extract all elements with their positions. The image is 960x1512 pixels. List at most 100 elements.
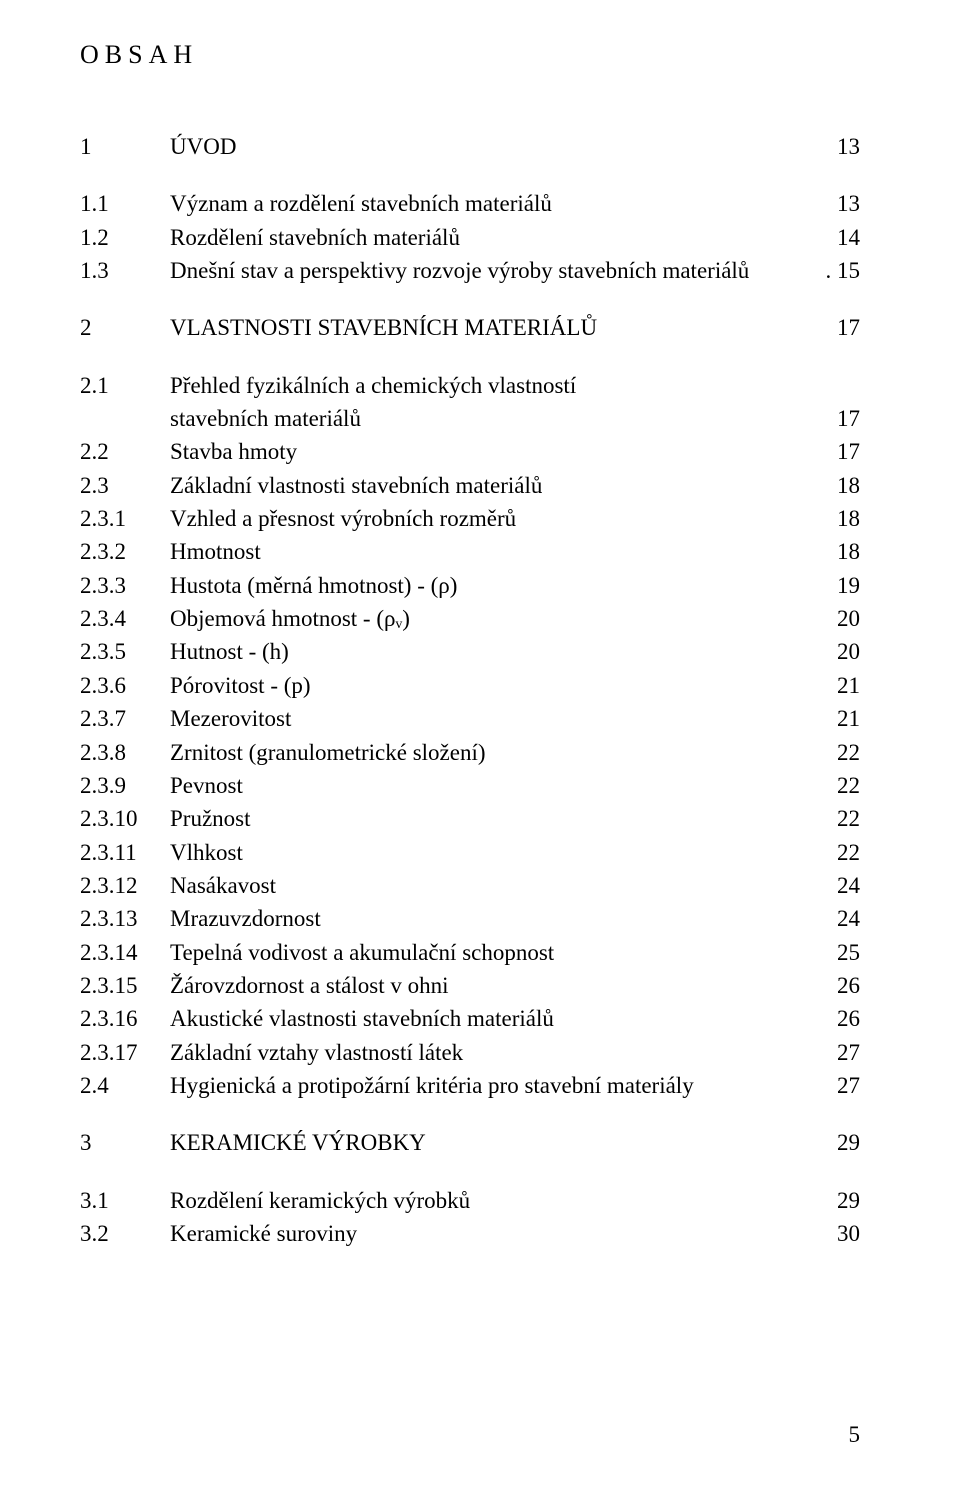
toc-page: 24 xyxy=(837,869,860,902)
toc-number: 3.2 xyxy=(80,1217,170,1250)
toc-text: VLASTNOSTI STAVEBNÍCH MATERIÁLŮ xyxy=(170,311,597,344)
toc-entry: 2.3.15Žárovzdornost a stálost v ohni26 xyxy=(80,969,860,1002)
toc-text: Keramické suroviny xyxy=(170,1217,357,1250)
toc-entry: 2.3.11Vlhkost 22 xyxy=(80,836,860,869)
toc-entry: 2.3.13Mrazuvzdornost24 xyxy=(80,902,860,935)
toc-entry: 2.3.9Pevnost22 xyxy=(80,769,860,802)
toc-text: Objemová hmotnost - (ρᵥ) xyxy=(170,602,410,635)
toc-number: 2.3 xyxy=(80,469,170,502)
toc-entry: 2.3.16Akustické vlastnosti stavebních ma… xyxy=(80,1002,860,1035)
toc-entry: 3.1Rozdělení keramických výrobků29 xyxy=(80,1184,860,1217)
toc-text: Vlhkost xyxy=(170,836,243,869)
toc-page: 21 xyxy=(837,669,860,702)
toc-text: Základní vztahy vlastností látek xyxy=(170,1036,463,1069)
toc-number: 2.3.7 xyxy=(80,702,170,735)
toc-number: 2.3.13 xyxy=(80,902,170,935)
toc-text: Žárovzdornost a stálost v ohni xyxy=(170,969,449,1002)
toc-number: 2.2 xyxy=(80,435,170,468)
toc-page: 22 xyxy=(837,836,860,869)
heading-obsah: OBSAH xyxy=(80,40,860,70)
toc-row: stavebních materiálů 17 xyxy=(80,402,860,435)
toc-entry: 1.3Dnešní stav a perspektivy rozvoje výr… xyxy=(80,254,860,287)
toc-text: Mezerovitost xyxy=(170,702,291,735)
toc-number: 1.2 xyxy=(80,221,170,254)
toc-entry: 2.3.8Zrnitost (granulometrické složení)2… xyxy=(80,736,860,769)
toc-text: Hutnost - (h) xyxy=(170,635,289,668)
table-of-contents: 1ÚVOD131.1Význam a rozdělení stavebních … xyxy=(80,130,860,1250)
toc-page: 26 xyxy=(837,1002,860,1035)
toc-page: 17 xyxy=(837,311,860,344)
toc-entry: 2.3.5Hutnost - (h) 20 xyxy=(80,635,860,668)
toc-text: Pórovitost - (p) xyxy=(170,669,311,702)
toc-entry: 2.3.7Mezerovitost 21 xyxy=(80,702,860,735)
toc-entry: 2.3.1Vzhled a přesnost výrobních rozměrů… xyxy=(80,502,860,535)
toc-number: 2.3.5 xyxy=(80,635,170,668)
toc-text: Hmotnost xyxy=(170,535,261,568)
toc-entry: 2.3.4Objemová hmotnost - (ρᵥ) 20 xyxy=(80,602,860,635)
toc-page: 29 xyxy=(837,1126,860,1159)
toc-page: 27 xyxy=(837,1069,860,1102)
toc-text: Pružnost xyxy=(170,802,251,835)
toc-page: 18 xyxy=(837,469,860,502)
toc-number: 2 xyxy=(80,311,170,344)
toc-page: 30 xyxy=(837,1217,860,1250)
toc-text: Akustické vlastnosti stavebních materiál… xyxy=(170,1002,554,1035)
toc-number: 2.4 xyxy=(80,1069,170,1102)
toc-entry: 3.2Keramické suroviny 30 xyxy=(80,1217,860,1250)
toc-page: 22 xyxy=(837,769,860,802)
toc-page: 20 xyxy=(837,635,860,668)
toc-entry: 2.3.6Pórovitost - (p)21 xyxy=(80,669,860,702)
toc-entry: 2.3.14Tepelná vodivost a akumulační scho… xyxy=(80,936,860,969)
toc-entry: 2.1Přehled fyzikálních a chemických vlas… xyxy=(80,369,860,436)
toc-text: Stavba hmoty xyxy=(170,435,297,468)
toc-text: Nasákavost xyxy=(170,869,276,902)
toc-text: Rozdělení keramických výrobků xyxy=(170,1184,470,1217)
toc-entry: 2.2Stavba hmoty 17 xyxy=(80,435,860,468)
toc-number: 2.3.10 xyxy=(80,802,170,835)
toc-text: Základní vlastnosti stavebních materiálů xyxy=(170,469,542,502)
toc-number: 2.3.9 xyxy=(80,769,170,802)
toc-page: 21 xyxy=(837,702,860,735)
toc-text: Vzhled a přesnost výrobních rozměrů xyxy=(170,502,516,535)
toc-number: 3.1 xyxy=(80,1184,170,1217)
toc-number: 2.3.17 xyxy=(80,1036,170,1069)
toc-page: 18 xyxy=(837,502,860,535)
toc-number: 1.1 xyxy=(80,187,170,220)
toc-text: Tepelná vodivost a akumulační schopnost xyxy=(170,936,554,969)
toc-number: 1.3 xyxy=(80,254,170,287)
toc-number: 2.3.3 xyxy=(80,569,170,602)
toc-number: 2.3.11 xyxy=(80,836,170,869)
toc-page: 19 xyxy=(837,569,860,602)
toc-entry: 1.2Rozdělení stavebních materiálů14 xyxy=(80,221,860,254)
toc-entry: 2VLASTNOSTI STAVEBNÍCH MATERIÁLŮ 17 xyxy=(80,311,860,344)
toc-text: Dnešní stav a perspektivy rozvoje výroby… xyxy=(170,254,826,287)
toc-number: 2.3.14 xyxy=(80,936,170,969)
toc-entry: 2.3.3Hustota (měrná hmotnost) - (ρ)19 xyxy=(80,569,860,602)
toc-page: 27 xyxy=(837,1036,860,1069)
toc-page: . 15 xyxy=(826,254,861,287)
toc-page: 26 xyxy=(837,969,860,1002)
toc-page: 17 xyxy=(837,402,860,435)
toc-page: 22 xyxy=(837,736,860,769)
toc-text: Rozdělení stavebních materiálů xyxy=(170,221,460,254)
toc-text: stavebních materiálů xyxy=(170,402,361,435)
toc-page: 20 xyxy=(837,602,860,635)
toc-page: 13 xyxy=(837,187,860,220)
toc-page: 22 xyxy=(837,802,860,835)
toc-page: 17 xyxy=(837,435,860,468)
toc-page: 18 xyxy=(837,535,860,568)
toc-entry: 1ÚVOD13 xyxy=(80,130,860,163)
toc-text: Zrnitost (granulometrické složení) xyxy=(170,736,486,769)
toc-number: 2.3.12 xyxy=(80,869,170,902)
toc-row: 2.1Přehled fyzikálních a chemických vlas… xyxy=(80,369,860,402)
toc-number: 2.3.4 xyxy=(80,602,170,635)
toc-text: ÚVOD xyxy=(170,130,236,163)
toc-text: Přehled fyzikálních a chemických vlastno… xyxy=(170,369,576,402)
toc-number: 2.3.1 xyxy=(80,502,170,535)
toc-number: 3 xyxy=(80,1126,170,1159)
toc-number: 2.3.16 xyxy=(80,1002,170,1035)
toc-number: 2.3.2 xyxy=(80,535,170,568)
toc-number: 2.1 xyxy=(80,369,170,402)
toc-entry: 2.3.12Nasákavost 24 xyxy=(80,869,860,902)
toc-text: Hygienická a protipožární kritéria pro s… xyxy=(170,1069,694,1102)
